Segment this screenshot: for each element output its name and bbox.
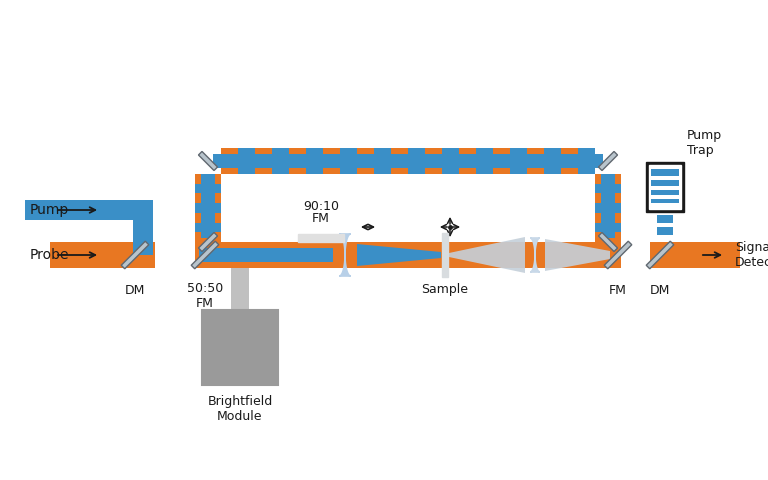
Text: Pump
Trap: Pump Trap [687,129,722,157]
Polygon shape [339,234,351,276]
Bar [272,148,289,174]
Bar [651,180,679,186]
Text: Probe: Probe [30,248,69,262]
Bar [459,148,476,174]
Bar [323,148,340,174]
Bar [202,310,278,385]
Text: FM: FM [609,284,627,297]
Bar [595,193,621,203]
Bar [578,148,595,174]
Text: 50:50
FM: 50:50 FM [187,282,223,310]
Bar [651,199,679,203]
Polygon shape [598,232,617,252]
Bar [25,200,150,220]
Bar [595,184,621,193]
Text: DM: DM [650,284,670,297]
Bar [221,148,238,174]
Bar [408,148,425,174]
Polygon shape [598,152,617,170]
Bar [195,203,221,213]
Bar [646,162,684,212]
Bar [657,227,673,235]
Polygon shape [198,152,217,170]
Polygon shape [449,237,525,273]
Bar [374,148,391,174]
Bar [195,242,621,268]
Bar [201,174,215,238]
Text: Signal
Detection: Signal Detection [735,241,768,269]
Polygon shape [646,241,674,269]
Bar [493,148,510,174]
Bar [50,242,155,268]
Polygon shape [545,239,610,271]
Text: 90:10: 90:10 [303,201,339,214]
Bar [199,248,333,262]
Polygon shape [198,232,217,252]
Polygon shape [191,241,219,269]
Bar [425,148,442,174]
Polygon shape [357,244,441,266]
Bar [238,148,255,174]
Bar [340,148,357,174]
Polygon shape [604,241,632,269]
Bar [476,148,493,174]
Text: Sample: Sample [422,284,468,297]
Bar [298,234,344,242]
Bar [595,232,621,242]
Bar [195,213,221,223]
Bar [561,148,578,174]
Bar [357,148,374,174]
Bar [657,215,673,223]
Bar [649,165,681,209]
Bar [231,268,249,310]
Bar [510,148,527,174]
Bar [133,200,153,255]
Polygon shape [121,241,149,269]
Bar [391,148,408,174]
Bar [595,203,621,213]
Text: FM: FM [312,213,330,226]
Bar [195,232,221,242]
Bar [195,223,221,232]
Bar [442,148,459,174]
Bar [213,154,603,168]
Bar [442,233,448,277]
Bar [544,148,561,174]
Bar [306,148,323,174]
Bar [527,148,544,174]
Bar [595,174,621,184]
Text: Pump: Pump [30,203,69,217]
Bar [651,190,679,195]
Bar [651,169,679,176]
Bar [650,242,740,268]
Text: DM: DM [125,284,145,297]
Bar [595,213,621,223]
Bar [195,184,221,193]
Bar [255,148,272,174]
Polygon shape [530,238,540,272]
Bar [195,174,221,184]
Bar [601,174,615,238]
Text: Brightfield
Module: Brightfield Module [207,395,273,423]
Bar [595,223,621,232]
Bar [195,193,221,203]
Bar [289,148,306,174]
